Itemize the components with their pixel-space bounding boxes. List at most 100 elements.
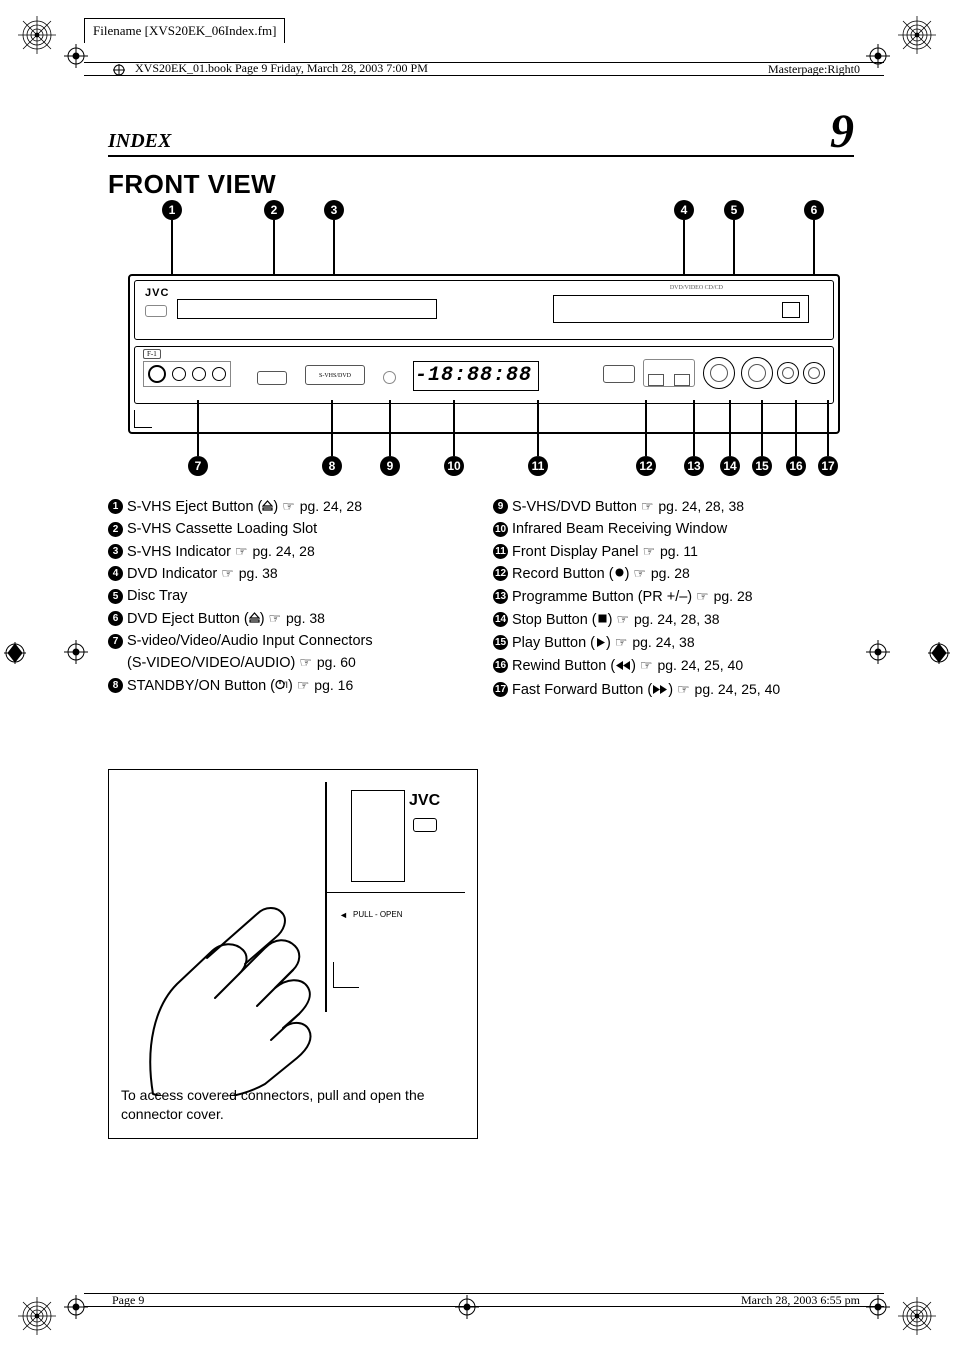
bullet-number: 11 [493,544,508,559]
bullet-number: 6 [108,611,123,626]
disc-format-label: DVD/VIDEO CD/CD [670,285,723,291]
page-ref: ☞ pg. 11 [643,543,698,559]
page-ref-icon: ☞ [221,567,232,582]
legend-item: 2 S-VHS Cassette Loading Slot [108,519,469,541]
page-ref: ☞ pg. 28 [696,588,752,604]
mini-divider [327,892,465,893]
legend-item: 15Play Button () ☞ pg. 24, 38 [493,632,854,656]
callout-bubble: 15 [752,456,772,476]
crop-mark-icon [898,16,936,54]
legend-text: STANDBY/ON Button (/I) ☞ pg. 16 [127,675,469,698]
page-ref-icon: ☞ [235,545,246,560]
audio-l-jack-icon [192,367,206,381]
crop-mark-icon [18,1297,56,1335]
mini-cover-corner [333,962,359,988]
legend-text: Front Display Panel ☞ pg. 11 [512,541,854,564]
page-number: 9 [830,110,854,153]
page-ref: ☞ pg. 24, 28 [235,543,315,559]
page-ref: ☞ pg. 16 [297,677,353,693]
programme-button [643,359,695,387]
bullet-number: 10 [493,522,508,537]
ff-icon [652,681,668,703]
page-ref-icon: ☞ [617,613,628,628]
cassette-slot [177,299,437,319]
callout-bubble: 17 [818,456,838,476]
legend-right-column: 9S-VHS/DVD Button ☞ pg. 24, 28, 38 10 Infr… [493,496,854,703]
page-ref: ☞ pg. 38 [269,610,325,626]
register-mark-icon [64,640,88,664]
register-mark-icon [866,640,890,664]
legend-left-column: 1S-VHS Eject Button () ☞ pg. 24, 282S-VH… [108,496,469,703]
callout-bubble: 16 [786,456,806,476]
legend-item: 4DVD Indicator ☞ pg. 38 [108,563,469,586]
bullet-number: 16 [493,658,508,673]
mini-slot [351,790,405,882]
arrow-left-icon: ◄ [339,910,348,920]
page-ref-icon: ☞ [640,659,651,674]
page-ref: ☞ pg. 24, 28, 38 [641,498,744,514]
callout-bubble: 3 [324,200,344,220]
legend-item: 6 DVD Eject Button () ☞ pg. 38 [108,608,469,631]
brand-logo: JVC [145,287,169,299]
bullet-number: 17 [493,682,508,697]
f1-label: F-1 [143,349,161,359]
device-lower-panel: F-1 S-VHS/DVD -18:88:88 [134,346,834,404]
cover-drawing: JVC ◄ PULL - OPEN [121,782,465,1082]
page-ref: ☞ pg. 60 [299,654,355,670]
footer-left-text: Page 9 [112,1293,144,1308]
callout-bubble: 14 [720,456,740,476]
stop-icon [597,612,608,628]
bullet-number: 3 [108,544,123,559]
bullet-number: 2 [108,522,123,537]
rew-icon [615,657,631,679]
eject-icon [145,305,167,317]
record-button [603,365,635,383]
bullet-number: 4 [108,566,123,581]
device-upper-panel: JVC DVD/VIDEO CD/CD [134,280,834,340]
page-ref-icon: ☞ [297,679,308,694]
register-target-icon [924,638,954,668]
page-footer: Page 9 March 28, 2003 6:55 pm [84,1293,884,1307]
pull-open-label: PULL - OPEN [353,910,403,919]
play-icon [595,634,606,656]
legend: 1S-VHS Eject Button () ☞ pg. 24, 282S-VH… [108,496,854,703]
callout-bubble: 5 [724,200,744,220]
header-right-text: Masterpage:Right0 [768,62,860,77]
audio-r-jack-icon [212,367,226,381]
legend-text: Programme Button (PR +/–) ☞ pg. 28 [512,586,854,609]
legend-item: 9S-VHS/DVD Button ☞ pg. 24, 28, 38 [493,496,854,519]
bullet-number: 7 [108,634,123,649]
legend-text: S-VHS Cassette Loading Slot [127,519,469,541]
legend-text: Infrared Beam Receiving Window [512,519,854,541]
page-ref: ☞ pg. 24, 38 [615,634,695,650]
legend-item: 3S-VHS Indicator ☞ pg. 24, 28 [108,541,469,564]
callout-bubble: 1 [162,200,182,220]
register-target-icon [0,638,30,668]
video-jack-icon [172,367,186,381]
page-ref-icon: ☞ [282,500,293,515]
svg-text:/I: /I [283,680,288,690]
disc-tray [553,295,809,323]
page-ref-icon: ☞ [299,656,310,671]
legend-text: S-video/Video/Audio Input Connectors(S-V… [127,631,469,676]
page-ref: ☞ pg. 24, 25, 40 [677,681,780,697]
bullet-number: 8 [108,678,123,693]
power-icon: /I [275,678,288,694]
connector-cover-corner [134,410,152,428]
book-icon [112,63,126,77]
bullet-number: 13 [493,589,508,604]
callout-bubble: 11 [528,456,548,476]
legend-text: Disc Tray [127,586,469,608]
legend-text: S-VHS/DVD Button ☞ pg. 24, 28, 38 [512,496,854,519]
callouts-top: 123456 [128,200,840,242]
legend-item: 17Fast Forward Button () ☞ pg. 24, 25, 4… [493,679,854,703]
page-header: XVS20EK_01.book Page 9 Friday, March 28,… [84,62,884,76]
callout-bubble: 13 [684,456,704,476]
crop-mark-icon [898,1297,936,1335]
legend-item: 13 Programme Button (PR +/–) ☞ pg. 28 [493,586,854,609]
bullet-number: 12 [493,566,508,581]
legend-text: DVD Eject Button () ☞ pg. 38 [127,608,469,631]
play-button [741,357,773,389]
page-ref: ☞ pg. 24, 28 [282,498,362,514]
ir-window-icon [383,371,396,384]
